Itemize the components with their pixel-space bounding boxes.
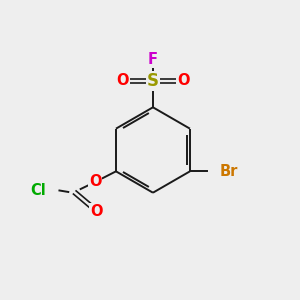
Text: S: S (147, 72, 159, 90)
Text: Cl: Cl (30, 183, 46, 198)
Text: O: O (89, 174, 102, 189)
Text: O: O (116, 73, 128, 88)
Text: O: O (90, 204, 103, 219)
Text: O: O (178, 73, 190, 88)
Text: F: F (148, 52, 158, 67)
Text: Br: Br (219, 164, 238, 179)
